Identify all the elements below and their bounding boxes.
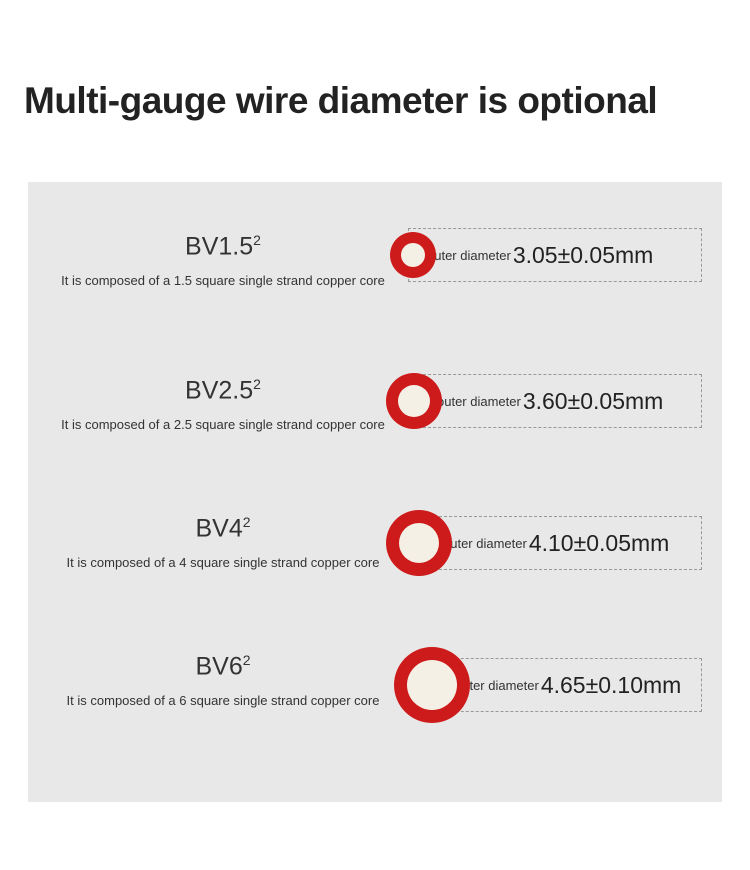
gauge-base: BV6 xyxy=(195,652,242,680)
gauge-desc: It is composed of a 2.5 square single st… xyxy=(38,417,408,432)
ring-icon xyxy=(394,647,470,723)
gauge-sup: 2 xyxy=(243,514,251,530)
core-icon xyxy=(407,660,457,710)
core-icon xyxy=(401,243,425,267)
core-icon xyxy=(398,385,430,417)
diameter-label: outer diameter xyxy=(443,536,527,551)
gauge-sup: 2 xyxy=(253,376,261,392)
spec-label-block: BV62 It is composed of a 6 square single … xyxy=(38,652,408,708)
spec-row: BV62 It is composed of a 6 square single … xyxy=(38,636,712,766)
gauge-name: BV1.52 xyxy=(38,232,408,261)
diameter-box: outer diameter4.10±0.05mm xyxy=(424,516,702,570)
gauge-name: BV62 xyxy=(38,652,408,681)
ring-icon xyxy=(386,373,442,429)
ring-icon xyxy=(390,232,436,278)
diameter-value: 4.10±0.05mm xyxy=(529,530,669,557)
gauge-base: BV4 xyxy=(195,514,242,542)
spec-row: BV1.52 It is composed of a 1.5 square sin… xyxy=(38,222,712,352)
spec-panel: BV1.52It is composed of a 1.5 square sin… xyxy=(28,182,722,802)
gauge-name: BV2.52 xyxy=(38,376,408,405)
diameter-label: outer diameter xyxy=(427,248,511,263)
core-icon xyxy=(399,523,439,563)
wire-cross-section-icon xyxy=(386,373,442,429)
spec-label-block: BV1.52 It is composed of a 1.5 square sin… xyxy=(38,232,408,288)
wire-cross-section-icon xyxy=(394,647,470,723)
spec-row: BV2.52 It is composed of a 2.5 square sin… xyxy=(38,360,712,490)
gauge-desc: It is composed of a 1.5 square single st… xyxy=(38,273,408,288)
wire-cross-section-icon xyxy=(390,232,436,278)
gauge-sup: 2 xyxy=(253,232,261,248)
wire-cross-section-icon xyxy=(386,510,452,576)
diameter-box: outer diameter4.65±0.10mm xyxy=(436,658,702,712)
spec-label-block: BV2.52 It is composed of a 2.5 square sin… xyxy=(38,376,408,432)
diameter-value: 3.05±0.05mm xyxy=(513,242,653,269)
gauge-sup: 2 xyxy=(243,652,251,668)
gauge-desc: It is composed of a 6 square single stra… xyxy=(38,693,408,708)
gauge-base: BV2.5 xyxy=(185,376,253,404)
page-title: Multi-gauge wire diameter is optional xyxy=(0,0,750,142)
ring-icon xyxy=(386,510,452,576)
gauge-desc: It is composed of a 4 square single stra… xyxy=(38,555,408,570)
spec-label-block: BV42 It is composed of a 4 square single … xyxy=(38,514,408,570)
gauge-base: BV1.5 xyxy=(185,232,253,260)
diameter-label: outer diameter xyxy=(437,394,521,409)
spec-row: BV42 It is composed of a 4 square single … xyxy=(38,498,712,628)
diameter-box: outer diameter3.05±0.05mm xyxy=(408,228,702,282)
diameter-value: 3.60±0.05mm xyxy=(523,388,663,415)
diameter-box: outer diameter3.60±0.05mm xyxy=(418,374,702,428)
diameter-value: 4.65±0.10mm xyxy=(541,672,681,699)
gauge-name: BV42 xyxy=(38,514,408,543)
